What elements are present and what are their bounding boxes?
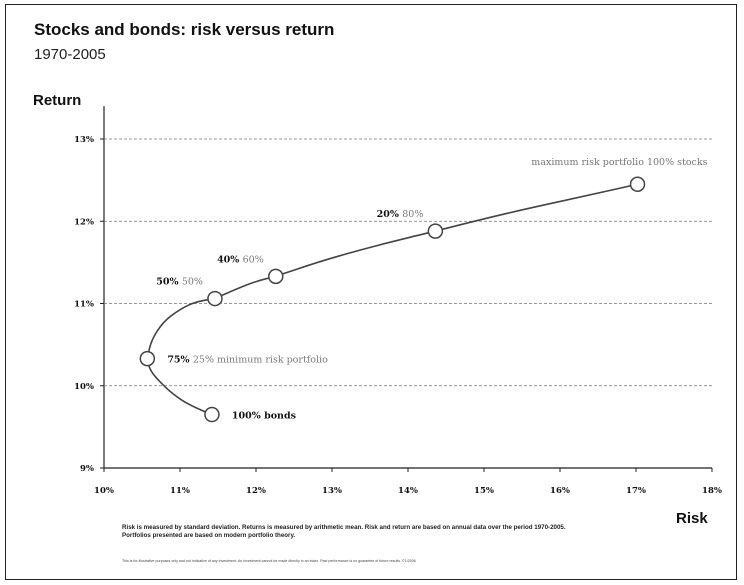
y-tick-label: 11% [74,300,94,310]
portfolio-point [629,176,646,192]
y-tick-label: 10% [74,382,94,392]
y-axis-label: Return [33,92,82,109]
portfolio-point [207,290,223,307]
chart-frame [5,4,737,580]
portfolio-point [139,350,156,367]
chart-footnote: Risk is measured by standard deviation. … [122,524,566,539]
portfolio-label: 50% 50% [156,277,203,288]
efficient-frontier-line [147,183,638,416]
x-tick-label: 18% [702,486,722,496]
y-tick-label: 12% [74,217,94,227]
chart-fineprint: This is for illustrative purposes only a… [122,559,416,563]
portfolio-label: maximum risk portfolio 100% stocks [531,157,707,168]
y-tick-label: 9% [80,464,94,474]
portfolio-label: 100% bonds [232,411,296,422]
x-tick-label: 12% [246,486,266,496]
chart-subtitle: 1970-2005 [34,46,106,63]
portfolio-point [427,223,444,239]
portfolio-point [204,406,220,423]
portfolio-label: 40% 60% [217,254,264,265]
portfolio-label: 75% 25% minimum risk portfolio [167,355,328,366]
x-tick-label: 17% [626,486,646,496]
chart-title: Stocks and bonds: risk versus return [34,20,335,39]
portfolio-label: 20% 80% [377,209,424,220]
x-tick-label: 15% [474,486,494,496]
x-axis-label: Risk [676,510,708,527]
y-tick-label: 13% [74,135,94,145]
x-tick-label: 11% [170,486,190,496]
x-tick-label: 13% [322,486,342,496]
x-tick-label: 16% [550,486,570,496]
x-tick-label: 14% [398,486,418,496]
x-tick-label: 10% [94,486,114,496]
portfolio-point [268,268,284,285]
